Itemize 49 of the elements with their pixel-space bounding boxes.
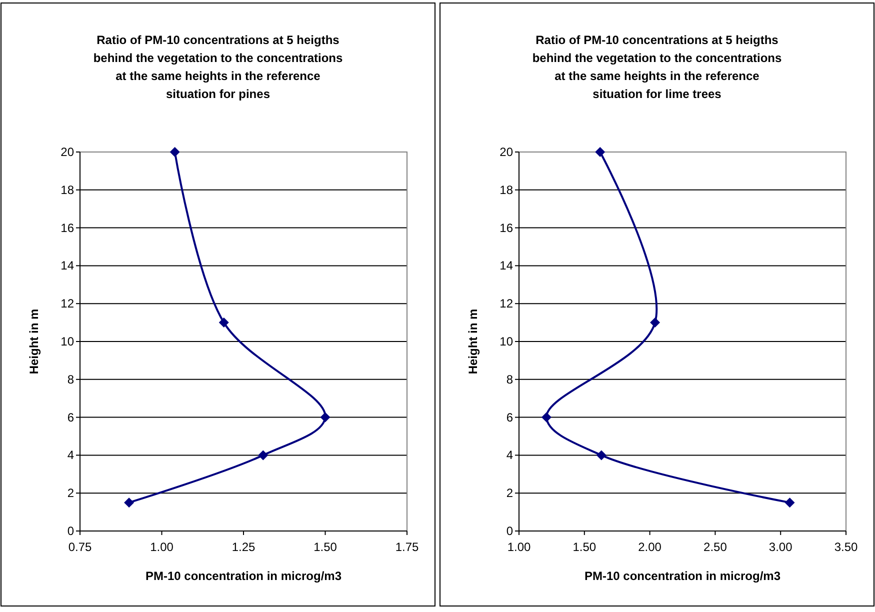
y-tick-label: 6 xyxy=(67,410,74,424)
x-tick-label: 1.25 xyxy=(232,540,256,554)
y-tick-label: 18 xyxy=(60,182,74,197)
y-tick-label: 10 xyxy=(500,334,514,348)
x-tick-label: 1.00 xyxy=(507,540,531,554)
y-tick-label: 12 xyxy=(500,296,514,311)
x-tick-label: 3.50 xyxy=(834,540,858,554)
x-tick-label: 1.00 xyxy=(150,540,174,554)
y-tick-label: 8 xyxy=(506,372,514,386)
point xyxy=(784,498,795,508)
y-axis-title: Height in m xyxy=(27,308,41,374)
point xyxy=(258,450,268,460)
y-tick-label: 0 xyxy=(67,524,74,538)
chart-title: Ratio of PM-10 concentrations at 5 heigths behind the vegetation to the concentrations at the same heights in the reference situation for lime trees xyxy=(532,33,782,101)
x-tick-label: 0.75 xyxy=(68,540,92,554)
y-tick-label: 2 xyxy=(67,486,74,500)
point xyxy=(124,498,134,508)
y-tick-label: 20 xyxy=(60,145,74,159)
x-tick-label: 3.00 xyxy=(768,540,793,554)
y-tick-label: 20 xyxy=(500,145,514,159)
point xyxy=(170,146,180,158)
y-tick-label: 4 xyxy=(506,448,514,462)
point xyxy=(650,318,660,328)
y-tick-label: 16 xyxy=(60,220,74,235)
point xyxy=(596,450,606,460)
point xyxy=(595,146,606,158)
x-tick-label: 1.50 xyxy=(572,540,596,554)
y-tick-label: 6 xyxy=(506,410,514,424)
point xyxy=(541,412,552,422)
x-tick-label: 1.75 xyxy=(395,540,419,554)
y-tick-label: 16 xyxy=(500,220,514,235)
point xyxy=(218,318,229,328)
y-tick-label: 18 xyxy=(500,182,514,197)
point xyxy=(320,412,330,422)
y-tick-label: 8 xyxy=(67,372,74,386)
y-tick-label: 2 xyxy=(506,486,514,500)
x-tick-label: 2.50 xyxy=(704,540,728,554)
y-tick-label: 14 xyxy=(500,258,514,273)
x-axis-title: PM-10 concentration in microg/m3 xyxy=(145,569,342,583)
x-tick-label: 1.50 xyxy=(314,540,338,554)
y-tick-label: 4 xyxy=(67,448,74,462)
y-tick-label: 12 xyxy=(60,296,74,311)
y-tick-label: 0 xyxy=(506,524,514,538)
y-axis-title: Height in m xyxy=(466,308,480,374)
y-tick-label: 14 xyxy=(60,258,74,273)
y-tick-label: 10 xyxy=(60,334,74,348)
x-axis-title: PM-10 concentration in microg/m3 xyxy=(584,569,781,583)
chart-title: Ratio of PM-10 concentrations at 5 heigths behind the vegetation to the concentrations at the same heights in the reference situation for pines xyxy=(93,33,343,101)
x-tick-label: 2.00 xyxy=(638,540,662,554)
